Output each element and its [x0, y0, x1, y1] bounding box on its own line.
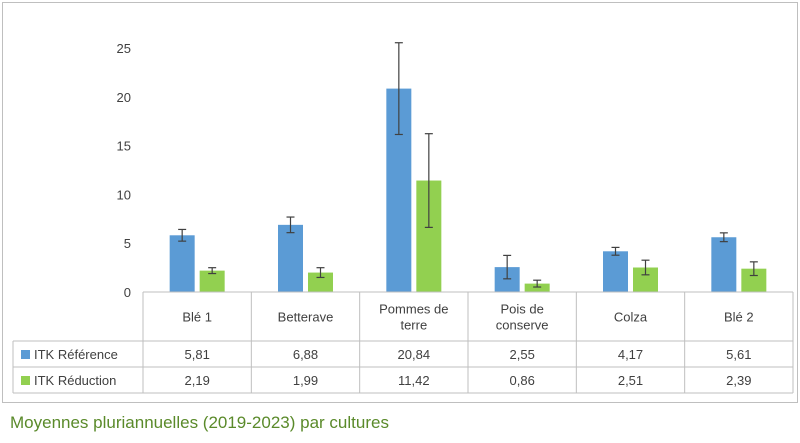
chart-caption: Moyennes pluriannuelles (2019-2023) par … — [10, 413, 389, 432]
bar-reduction-3 — [524, 283, 550, 292]
bar-reference-1 — [278, 224, 303, 292]
y-tick-label-5: 25 — [117, 41, 131, 56]
value-reference-1: 6,88 — [293, 347, 318, 362]
bar-reduction-1 — [308, 272, 333, 292]
category-label-3-0: Pois de — [500, 302, 543, 317]
value-reduction-0: 2,19 — [185, 373, 210, 388]
category-label-5-0: Blé 2 — [724, 310, 754, 325]
bar-reduction-5 — [741, 268, 767, 292]
legend-key-reference — [21, 350, 30, 359]
category-label-1-0: Betterave — [278, 310, 334, 325]
category-label-4-0: Colza — [614, 310, 648, 325]
value-reduction-2: 11,42 — [398, 373, 430, 388]
legend-key-reduction — [21, 376, 30, 385]
y-tick-label-2: 10 — [117, 187, 131, 202]
value-reference-3: 2,55 — [510, 347, 535, 362]
category-label-2-0: Pommes de — [379, 302, 448, 317]
value-reference-4: 4,17 — [618, 347, 643, 362]
bar-reduction-0 — [199, 270, 225, 292]
bar-reference-5 — [711, 237, 737, 292]
y-tick-label-3: 15 — [117, 139, 131, 154]
category-label-3-1: conserve — [496, 318, 549, 333]
category-label-0-0: Blé 1 — [182, 310, 212, 325]
y-tick-label-1: 5 — [124, 236, 131, 251]
value-reference-5: 5,61 — [726, 347, 751, 362]
value-reduction-5: 2,39 — [726, 373, 751, 388]
category-label-2-1: terre — [400, 318, 427, 333]
y-tick-label-0: 0 — [124, 285, 131, 300]
bar-reference-4 — [603, 251, 628, 292]
value-reference-2: 20,84 — [398, 347, 431, 362]
value-reduction-4: 2,51 — [618, 373, 643, 388]
value-reference-0: 5,81 — [185, 347, 210, 362]
value-reduction-1: 1,99 — [293, 373, 318, 388]
series-name-reference: ITK Référence — [34, 347, 118, 362]
series-name-reduction: ITK Réduction — [34, 373, 116, 388]
chart-frame: 0 5 10 15 20 25 Blé 1 Betterave Pommes de terre Po… — [2, 2, 798, 403]
y-tick-label-4: 20 — [117, 90, 131, 105]
value-reduction-3: 0,86 — [510, 373, 535, 388]
bar-reference-0 — [169, 235, 195, 292]
